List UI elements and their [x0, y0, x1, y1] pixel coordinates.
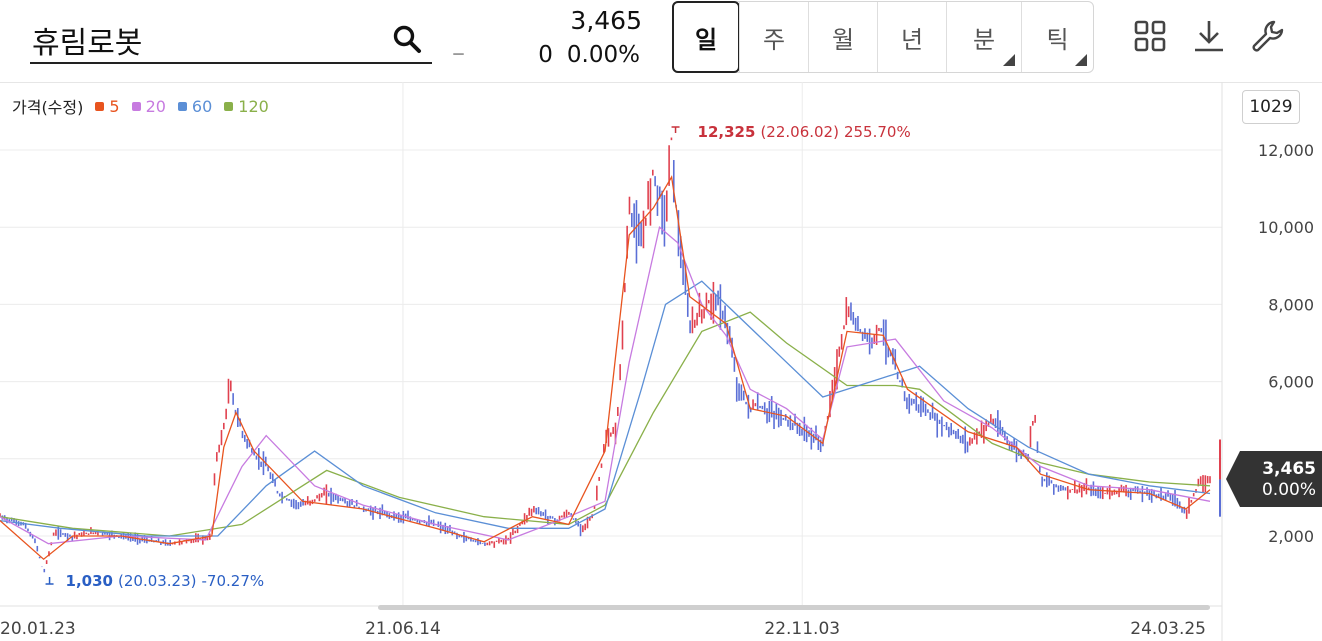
high-date: (22.06.02) [760, 123, 839, 141]
low-marker-arrow [45, 577, 54, 585]
stock-search-box[interactable]: 휴림로봇 [30, 10, 432, 64]
current-price-tag-value: 3,465 [1262, 459, 1316, 479]
chart-legend: 가격(수정) 5 20 60 120 [12, 94, 269, 118]
top-bar: 휴림로봇 – 3,465 0 0.00% 일 주 월 년 분 틱 [0, 0, 1322, 83]
submenu-corner-icon [1075, 54, 1087, 66]
ma60-line [0, 280, 1211, 537]
y-tick-label: 10,000 [1258, 218, 1314, 237]
ma20-line [0, 226, 1211, 545]
low-date: (20.03.23) [118, 572, 197, 590]
wrench-icon[interactable] [1250, 18, 1286, 54]
y-tick-label: 12,000 [1258, 141, 1314, 160]
tab-period-0[interactable]: 일 [672, 1, 740, 73]
search-icon[interactable] [392, 24, 422, 54]
legend-swatch [224, 101, 234, 111]
y-tick-label: 6,000 [1268, 373, 1314, 392]
y-tick-label: 2,000 [1268, 527, 1314, 546]
low-annotation: 1,030 (20.03.23) -70.27% [66, 572, 265, 590]
ma5-line [0, 175, 1211, 561]
tab-period-1[interactable]: 주 [739, 2, 808, 72]
high-annotation: 12,325 (22.06.02) 255.70% [698, 123, 911, 141]
x-tick-label: 22.11.03 [764, 619, 840, 639]
legend-swatch [131, 101, 141, 111]
tab-label: 틱 [1046, 25, 1069, 54]
legend-item-ma5[interactable]: 5 [95, 96, 120, 116]
tab-period-4[interactable]: 분 [946, 2, 1021, 72]
current-price: 3,465 [570, 6, 642, 35]
change-direction-mark: – [452, 38, 465, 68]
legend-label: 60 [191, 96, 213, 116]
tab-period-2[interactable]: 월 [808, 2, 877, 72]
current-price-tag: 3,465 0.00% [1226, 451, 1322, 507]
tab-period-5[interactable]: 틱 [1021, 2, 1093, 72]
x-tick-label: 24.03.25 [1130, 619, 1206, 639]
current-price-tag-percent: 0.00% [1261, 480, 1316, 500]
legend-title: 가격(수정) [12, 98, 84, 117]
low-value: 1,030 [66, 572, 113, 590]
high-percent: 255.70% [844, 123, 911, 141]
x-tick-label: 21.06.14 [365, 619, 441, 639]
tab-label: 분 [972, 25, 996, 54]
download-icon[interactable] [1191, 18, 1227, 54]
legend-label: 20 [145, 96, 166, 116]
legend-label: 5 [109, 96, 120, 116]
chart-scrollbar [378, 605, 1210, 610]
legend-swatch [177, 101, 187, 111]
stock-name[interactable]: 휴림로봇 [32, 26, 143, 61]
legend-item-ma20[interactable]: 20 [131, 96, 166, 116]
x-tick-label: 20.01.23 [0, 619, 76, 639]
legend-item-ma120[interactable]: 120 [224, 97, 269, 116]
tab-label: 월 [831, 25, 855, 54]
ma120-line [0, 311, 1211, 537]
high-marker-arrow [671, 126, 680, 133]
high-value: 12,325 [698, 123, 756, 141]
price-change: 0 0.00% [538, 42, 640, 68]
legend-label: 120 [238, 96, 269, 116]
candle-count-badge[interactable]: 1029 [1242, 90, 1300, 124]
tab-label: 주 [762, 25, 786, 54]
change-value: 0 [538, 42, 553, 68]
grid-icon[interactable] [1132, 18, 1168, 54]
low-percent: -70.27% [202, 572, 265, 590]
y-tick-label: 8,000 [1268, 295, 1314, 314]
tab-label: 일 [694, 25, 718, 54]
legend-swatch [95, 101, 105, 111]
tab-label: 년 [900, 25, 924, 54]
legend-item-ma60[interactable]: 60 [177, 96, 213, 116]
change-percent: 0.00% [566, 42, 640, 68]
tab-period-3[interactable]: 년 [877, 2, 946, 72]
submenu-corner-icon [1003, 54, 1015, 66]
